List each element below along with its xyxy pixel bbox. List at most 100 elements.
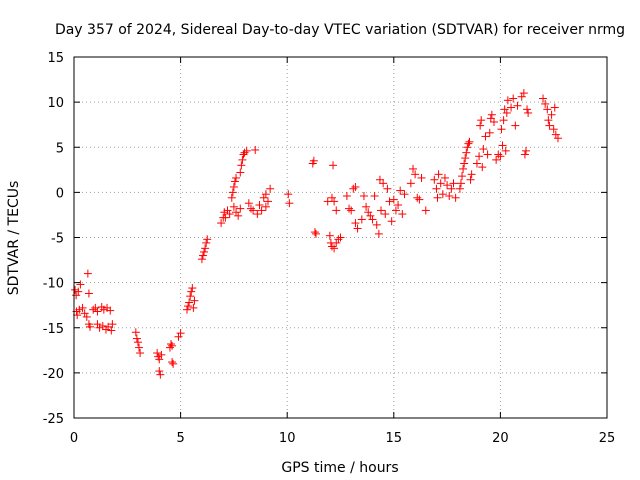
data-point	[236, 204, 245, 213]
data-point	[188, 284, 197, 293]
data-point	[106, 306, 115, 315]
data-point	[464, 139, 473, 148]
x-tick-labels: 0 5 10 15 20 25	[70, 431, 615, 446]
data-point	[232, 173, 241, 182]
data-point	[238, 155, 247, 164]
data-point	[460, 159, 469, 168]
data-point	[82, 312, 91, 321]
data-point	[311, 229, 320, 238]
data-point	[547, 110, 556, 119]
data-point	[385, 197, 394, 206]
data-point	[220, 208, 229, 217]
data-point	[485, 128, 494, 137]
data-point	[310, 228, 319, 237]
data-point	[198, 251, 207, 260]
data-point	[400, 190, 409, 199]
data-point	[377, 206, 386, 215]
data-point	[447, 184, 456, 193]
data-point	[182, 305, 191, 314]
data-point	[383, 184, 392, 193]
data-point	[413, 193, 422, 202]
data-point	[84, 289, 93, 298]
data-point	[85, 322, 94, 331]
data-point	[467, 170, 476, 179]
data-point	[463, 143, 472, 152]
data-point	[98, 321, 107, 330]
data-point	[169, 359, 178, 368]
data-point	[167, 339, 176, 348]
grid-lines	[74, 57, 607, 418]
data-point	[398, 210, 407, 219]
data-point	[229, 182, 238, 191]
data-point	[186, 292, 195, 301]
data-point	[135, 343, 144, 352]
data-point	[187, 287, 196, 296]
data-point	[458, 172, 467, 181]
data-point	[517, 92, 526, 101]
data-point	[76, 280, 85, 289]
data-point	[78, 303, 87, 312]
data-point	[486, 114, 495, 123]
data-point	[394, 201, 403, 210]
data-point	[462, 148, 471, 157]
data-point	[492, 155, 501, 164]
data-point	[244, 199, 253, 208]
data-points	[71, 89, 562, 379]
data-point	[481, 132, 490, 141]
data-point	[108, 320, 117, 329]
data-point	[461, 154, 470, 163]
y-tick-labels: 15 10 5 0 -5 -10 -15 -20 -25	[43, 51, 64, 427]
data-point	[332, 238, 341, 247]
data-point	[466, 175, 475, 184]
data-point	[476, 121, 485, 130]
x-tick-label: 0	[70, 431, 78, 446]
data-point	[217, 219, 226, 228]
data-point	[483, 150, 492, 159]
data-point	[443, 181, 452, 190]
data-point	[72, 291, 81, 300]
data-point	[223, 206, 232, 215]
data-point	[475, 152, 484, 161]
data-point	[436, 179, 445, 188]
data-point	[347, 206, 356, 215]
y-tick-label: 5	[56, 141, 64, 156]
data-point	[225, 210, 234, 219]
data-point	[73, 311, 82, 320]
data-point	[266, 184, 275, 193]
data-point	[253, 210, 262, 219]
y-tick-label: -15	[43, 322, 64, 337]
data-point	[176, 329, 185, 338]
data-point	[372, 220, 381, 229]
data-point	[381, 210, 390, 219]
data-point	[234, 211, 243, 220]
data-point	[327, 193, 336, 202]
y-tick-label: 15	[47, 51, 64, 66]
data-point	[168, 358, 177, 367]
x-tick-label: 20	[492, 431, 509, 446]
data-point	[456, 179, 465, 188]
data-point	[421, 206, 430, 215]
data-point	[336, 233, 345, 242]
y-axis-label: SDTVAR / TECUs	[6, 181, 22, 296]
data-point	[415, 195, 424, 204]
data-point	[91, 303, 100, 312]
data-point	[239, 150, 248, 159]
data-point	[513, 101, 522, 110]
data-point	[202, 238, 211, 247]
data-point	[228, 188, 237, 197]
data-point	[165, 343, 174, 352]
data-point	[375, 175, 384, 184]
data-point	[472, 159, 481, 168]
data-point	[200, 247, 209, 256]
data-point	[184, 302, 193, 311]
data-point	[551, 130, 560, 139]
data-point	[445, 191, 454, 200]
data-point	[408, 164, 417, 173]
data-point	[511, 121, 520, 130]
data-point	[349, 184, 358, 193]
data-point	[524, 108, 533, 117]
data-point	[327, 242, 336, 251]
data-point	[541, 99, 550, 108]
data-point	[417, 173, 426, 182]
